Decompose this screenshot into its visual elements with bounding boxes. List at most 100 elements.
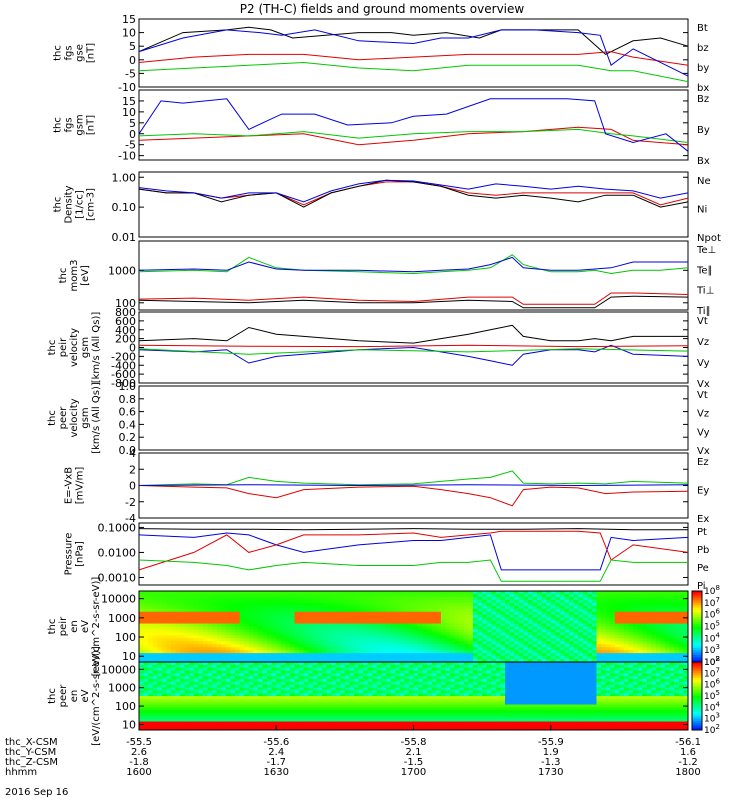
x-tick-label: 2.4 [268,747,284,758]
series-line-red [138,530,689,571]
y-tick-label: -4 [125,512,136,525]
y-tick-label: 800 [115,306,136,319]
y-tick-label: 600 [115,315,136,328]
legend-entry: Vx [697,446,710,457]
panel-pressure: 0.0010 0.0100 0.1000 Pressure[nPa] Pt Pb Pe Pi [64,521,710,592]
legend-entry: Ni [697,205,707,216]
y-tick-label: 0.4 [119,418,137,431]
legend-entry: Pi [697,581,706,592]
y-tick-label: 0 [129,480,136,493]
plot-title: P2 (TH-C) fields and ground moments over… [240,2,525,16]
plot-panels: -10-5051015thcfgsgse[nT]Btbzbybx-10-5051… [47,13,721,746]
series-line-black [138,295,689,309]
series-line-red [138,126,689,146]
legend-entry: Vt [697,316,708,327]
x-tick-label: 1630 [264,767,289,778]
series-line-green [138,348,689,355]
x-tick-label: -55.8 [401,737,427,748]
y-tick-label: 15 [122,13,136,26]
y-tick-label: 100 [115,700,136,713]
y-tick-label: -10 [118,150,136,163]
series-line-blue [138,344,689,366]
x-tick-label: 1600 [126,767,151,778]
series-line-black [138,26,689,55]
series-line-black [138,528,688,531]
panel-frame [138,89,689,161]
y-tick-label: 400 [115,324,136,337]
y-tick-label: -5 [125,67,136,80]
y-tick-label: 1000 [108,264,136,277]
x-tick-label: -1.8 [129,757,149,768]
legend-entry: Ti∥ [696,306,711,317]
y-tick-label: 0 [129,128,136,141]
y-tick-label: 0 [129,342,136,355]
x-tick-label: 1.9 [543,747,559,758]
y-axis-title: thcpeireneV[eV/(cm^2-s-sr-eV)] [47,577,102,677]
y-tick-label: -800 [111,377,136,390]
x-tick-label: -56.1 [675,737,701,748]
panel-frame [138,385,689,451]
legend-entry: Ey [697,486,709,497]
legend-entry: Vy [697,358,710,369]
panel-frame [138,18,689,88]
y-tick-label: 200 [115,333,136,346]
y-tick-label: 0.1000 [98,521,137,534]
legend-entry: Bz [697,94,709,105]
legend-entry: Pt [697,527,707,538]
y-tick-label: 10000 [101,593,136,606]
series-line-green [138,128,689,143]
y-tick-label: -2 [125,496,136,509]
y-tick-label: -400 [111,359,136,372]
y-tick-label: 100 [115,297,136,310]
legend-entry: Vz [697,409,709,420]
legend-entry: Te∥ [696,265,713,276]
y-tick-label: 10 [122,650,136,663]
x-axis-row-label: thc_X-CSM [5,737,58,748]
y-tick-label: 5 [129,40,136,53]
series-line-red [138,51,689,66]
y-axis-title: thcpeirvelocitygsm[km/s (All Qs)] [47,312,102,384]
panel-frame [138,171,689,238]
x-tick-label: -55.5 [126,737,152,748]
legend-entry: Bx [697,156,710,167]
y-axis-title: thcpeervelocitygsm[km/s (All Qs)] [47,382,102,454]
y-tick-label: 0 [129,54,136,67]
x-tick-label: 1.6 [680,747,696,758]
x-tick-label: 1730 [538,767,563,778]
series-line-red [138,344,689,348]
series-line-red [138,292,689,305]
x-axis-row-label: thc_Y-CSM [5,747,56,758]
series-line-red [138,181,689,206]
y-tick-label: 0.0 [119,444,137,457]
y-axis-title: E=-VxB[mV/m] [64,467,86,505]
series-line-blue [138,179,689,203]
x-axis-labels: thc_X-CSM -55.5 -55.6 -55.8 -55.9 -56.1 thc_Y-… [5,725,701,798]
x-tick-label: -1.2 [678,757,698,768]
legend-entry: bz [697,43,709,54]
y-axis-title: thcfgsgse[nT] [53,43,97,63]
y-tick-label: 4 [129,447,136,460]
legend-entry: Pb [697,545,709,556]
panel-frame [138,522,689,586]
legend-entry: Vt [697,390,708,401]
legend-entry: Ex [697,514,709,525]
legend-entry: Npot [697,233,721,244]
series-line-blue [138,98,689,152]
y-tick-label: 10 [122,718,136,731]
y-axis-title: thcmom3[eV] [58,260,91,292]
x-axis-date: 2016 Sep 16 [5,787,68,798]
x-tick-label: -1.7 [266,757,286,768]
y-tick-label: 10 [122,106,136,119]
x-tick-label: 2.1 [406,747,422,758]
y-tick-label: 1.0 [119,380,137,393]
series-line-green [138,61,689,83]
legend-entry: Ez [697,457,709,468]
y-tick-label: 0.0010 [98,571,137,584]
x-tick-label: 2.6 [131,747,147,758]
